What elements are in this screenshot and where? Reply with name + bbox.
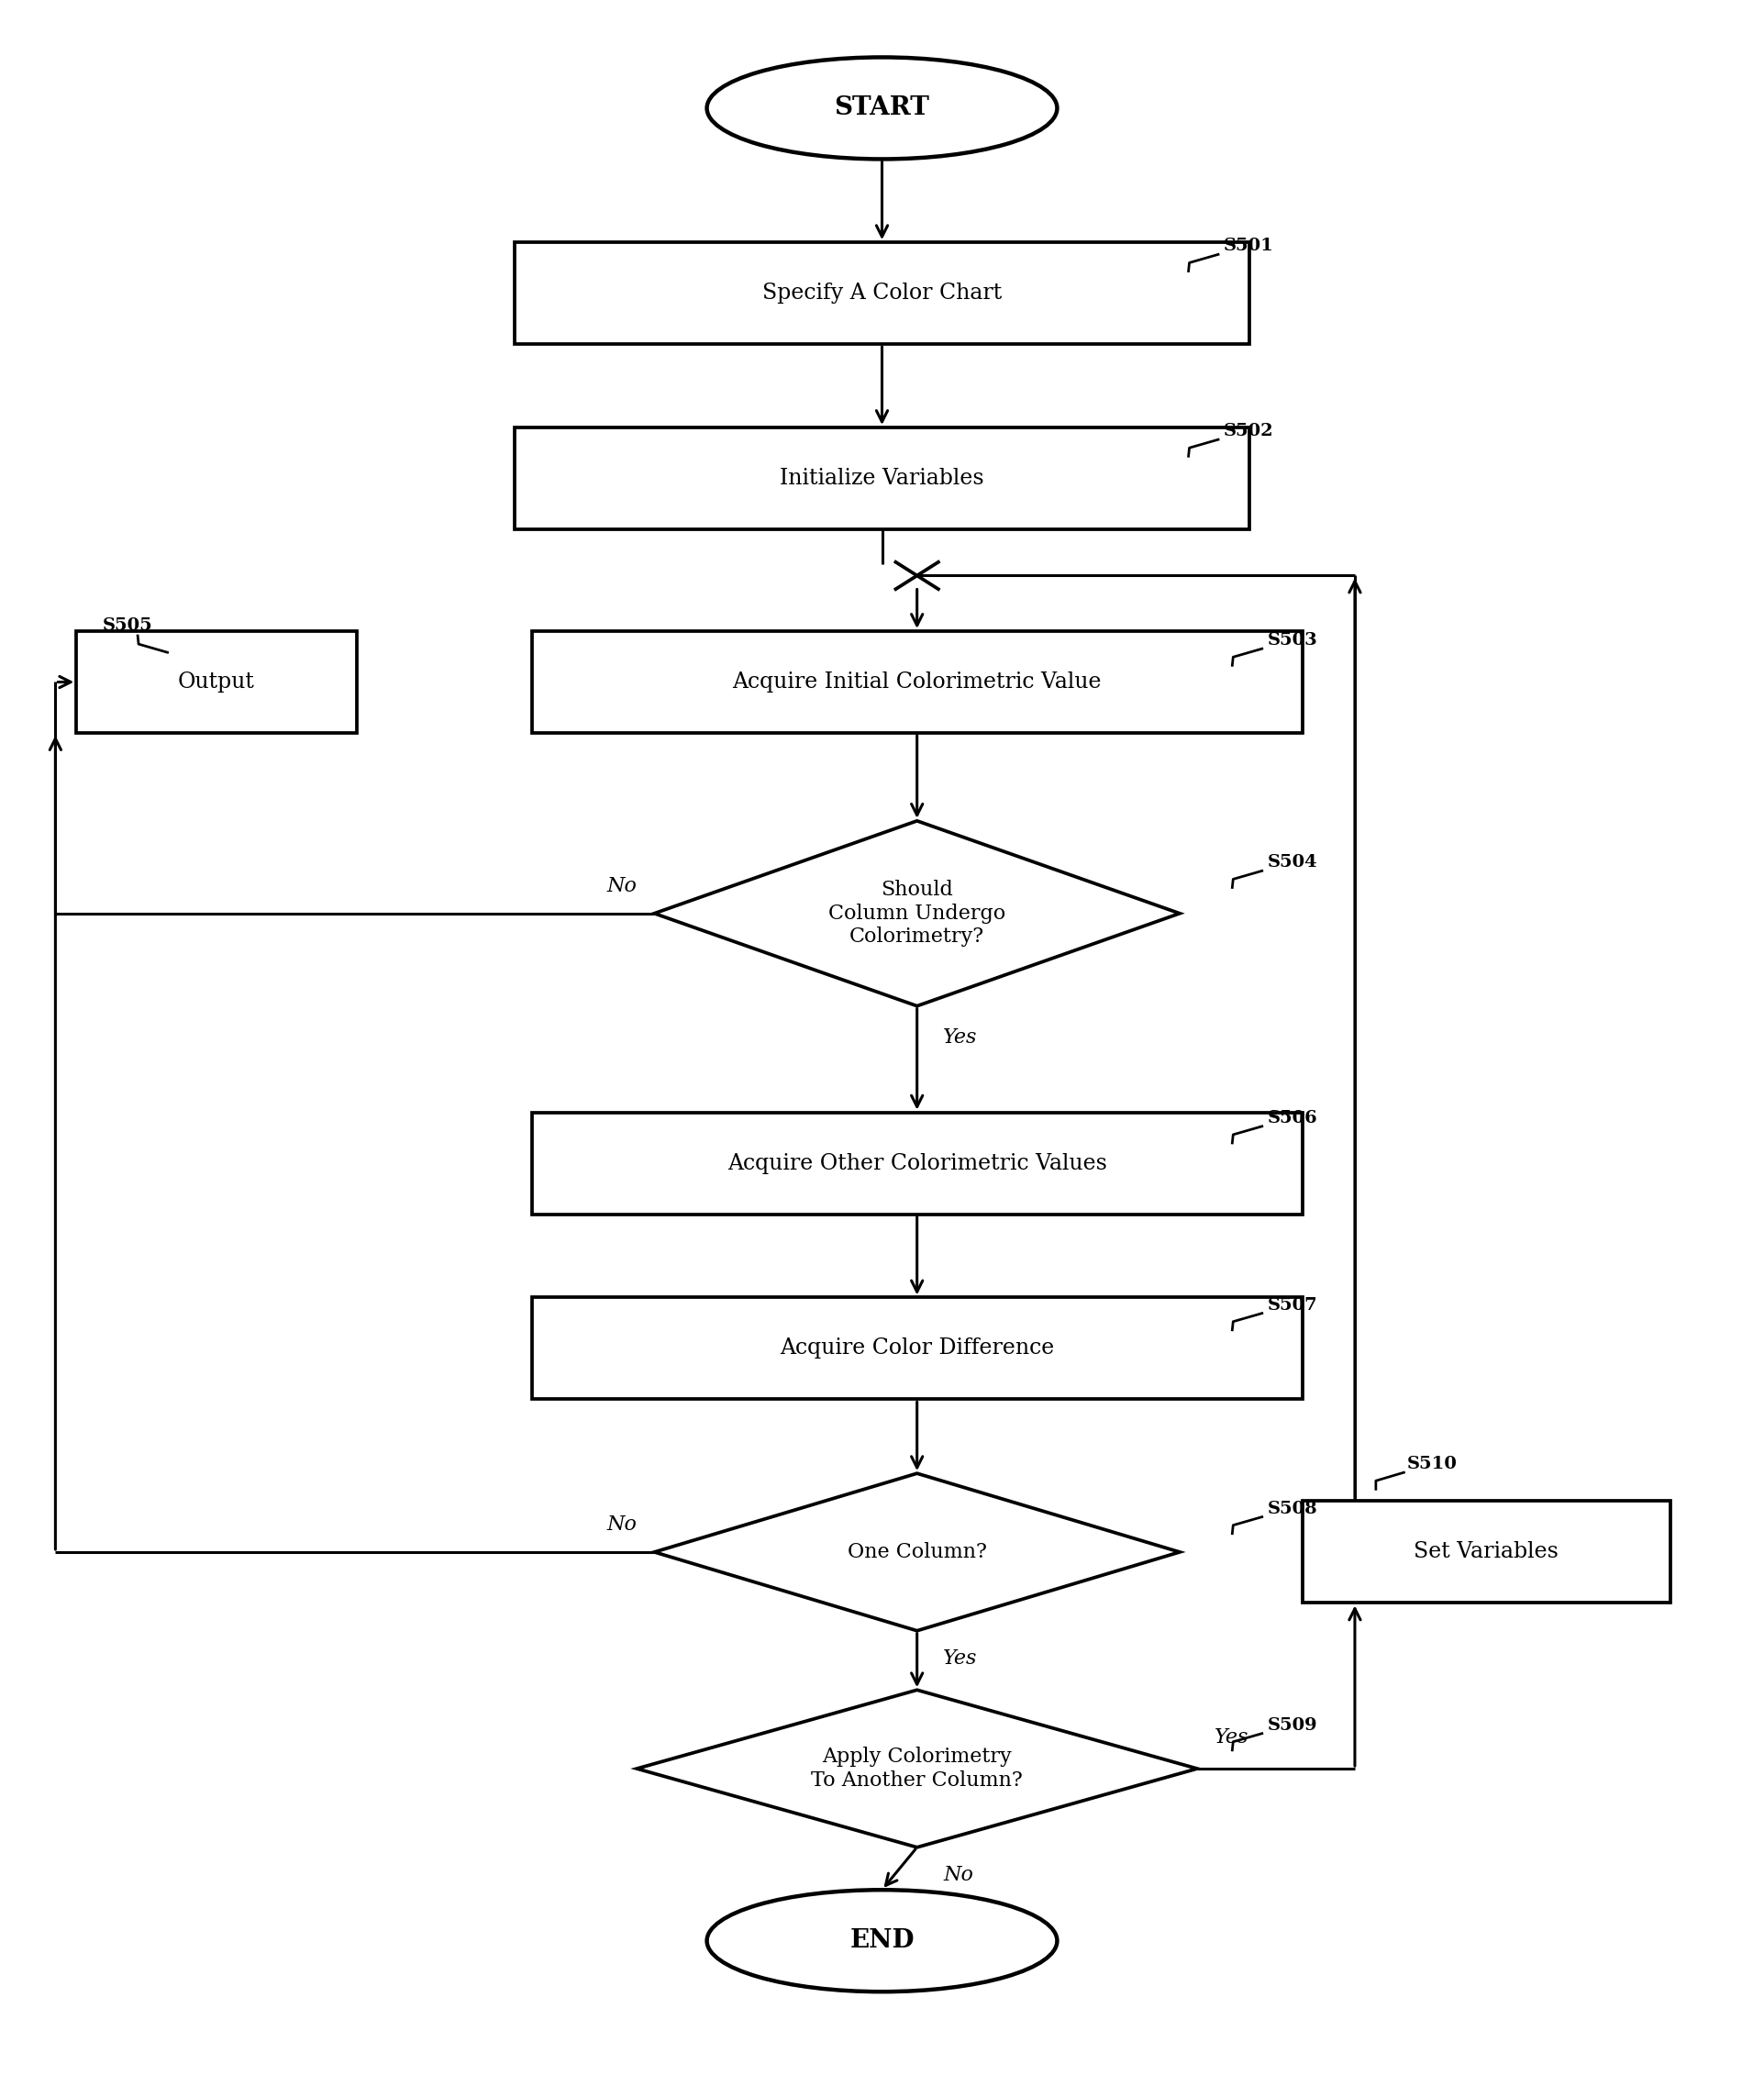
- FancyBboxPatch shape: [531, 1112, 1302, 1214]
- Polygon shape: [654, 1473, 1180, 1631]
- Text: No: No: [607, 876, 637, 895]
- Polygon shape: [637, 1690, 1198, 1848]
- Text: Should
Column Undergo
Colorimetry?: Should Column Undergo Colorimetry?: [829, 880, 1005, 947]
- Text: S507: S507: [1267, 1297, 1318, 1314]
- Text: S504: S504: [1267, 855, 1318, 870]
- Text: Yes: Yes: [944, 1028, 977, 1047]
- Text: Apply Colorimetry
To Another Column?: Apply Colorimetry To Another Column?: [811, 1746, 1023, 1790]
- Text: S503: S503: [1267, 632, 1318, 649]
- FancyBboxPatch shape: [531, 1297, 1302, 1400]
- Text: S508: S508: [1267, 1500, 1318, 1517]
- Text: S509: S509: [1267, 1717, 1318, 1733]
- Text: S502: S502: [1224, 423, 1274, 440]
- Text: Set Variables: Set Variables: [1413, 1542, 1559, 1562]
- Polygon shape: [654, 822, 1180, 1005]
- Text: No: No: [944, 1865, 974, 1886]
- Text: Initialize Variables: Initialize Variables: [780, 467, 984, 488]
- Text: START: START: [834, 96, 930, 121]
- Ellipse shape: [707, 56, 1057, 159]
- Ellipse shape: [707, 1890, 1057, 1992]
- Text: Acquire Color Difference: Acquire Color Difference: [780, 1337, 1055, 1358]
- Text: Acquire Initial Colorimetric Value: Acquire Initial Colorimetric Value: [732, 672, 1102, 693]
- Text: Yes: Yes: [1215, 1727, 1249, 1748]
- Text: Output: Output: [178, 672, 256, 693]
- Text: S501: S501: [1224, 238, 1274, 254]
- FancyBboxPatch shape: [1302, 1502, 1671, 1602]
- Text: S505: S505: [102, 617, 153, 634]
- FancyBboxPatch shape: [515, 428, 1249, 530]
- FancyBboxPatch shape: [76, 632, 356, 732]
- FancyBboxPatch shape: [515, 242, 1249, 344]
- Text: S506: S506: [1267, 1110, 1318, 1126]
- Text: Acquire Other Colorimetric Values: Acquire Other Colorimetric Values: [727, 1154, 1106, 1174]
- Text: S510: S510: [1408, 1456, 1457, 1473]
- Text: No: No: [607, 1514, 637, 1535]
- Text: Yes: Yes: [944, 1648, 977, 1669]
- Text: END: END: [850, 1927, 914, 1952]
- Text: Specify A Color Chart: Specify A Color Chart: [762, 284, 1002, 305]
- Text: One Column?: One Column?: [847, 1542, 986, 1562]
- FancyBboxPatch shape: [531, 632, 1302, 732]
